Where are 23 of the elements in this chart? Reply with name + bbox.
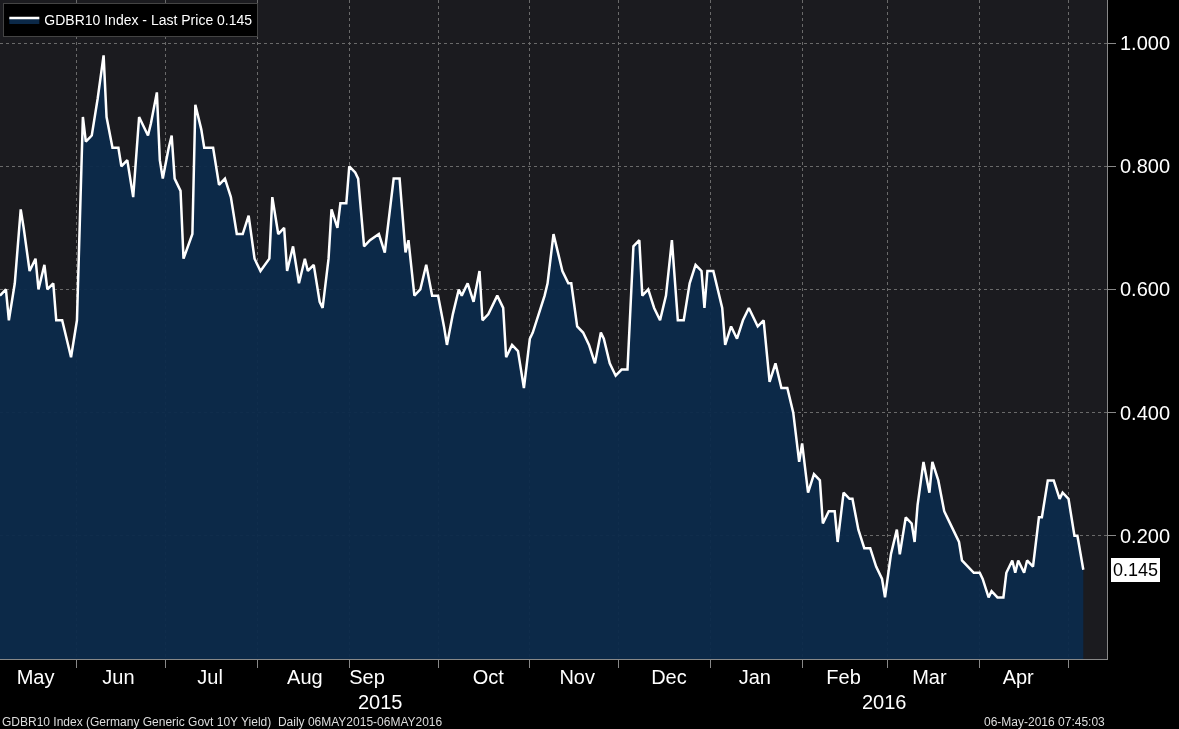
legend-label: GDBR10 Index - Last Price 0.145 [44, 12, 253, 29]
x-tick-label: Sep [349, 666, 385, 688]
y-tick-label: 0.800 [1120, 155, 1171, 178]
text: 0.145 [1113, 560, 1159, 580]
text: GDBR10 Index (Germany Generic Govt 10Y Yield) Daily 06MAY2015-06MAY2016 [2, 715, 443, 729]
x-tick-label: Feb [826, 666, 861, 688]
x-tick-label: May [16, 666, 55, 688]
x-tick-label: Jul [197, 666, 223, 688]
text: 2016 [862, 691, 907, 713]
y-tick-label: 1.000 [1120, 32, 1171, 55]
x-tick-label: Jan [738, 666, 771, 688]
x-tick-label: Oct [472, 666, 505, 688]
x-tick-label: Nov [559, 666, 595, 688]
x-tick-label: Jun [102, 666, 135, 688]
y-tick-label: 0.600 [1120, 278, 1171, 301]
x-tick-label: Aug [287, 666, 323, 688]
text: 2015 [358, 691, 403, 713]
x-tick-label: Apr [1002, 666, 1035, 688]
y-tick-label: 0.400 [1120, 401, 1171, 424]
y-tick-label: 0.200 [1120, 524, 1171, 547]
text: 06-May-2016 07:45:03 [984, 715, 1106, 729]
x-tick-label: Dec [651, 666, 687, 688]
x-tick-label: Mar [912, 666, 947, 688]
